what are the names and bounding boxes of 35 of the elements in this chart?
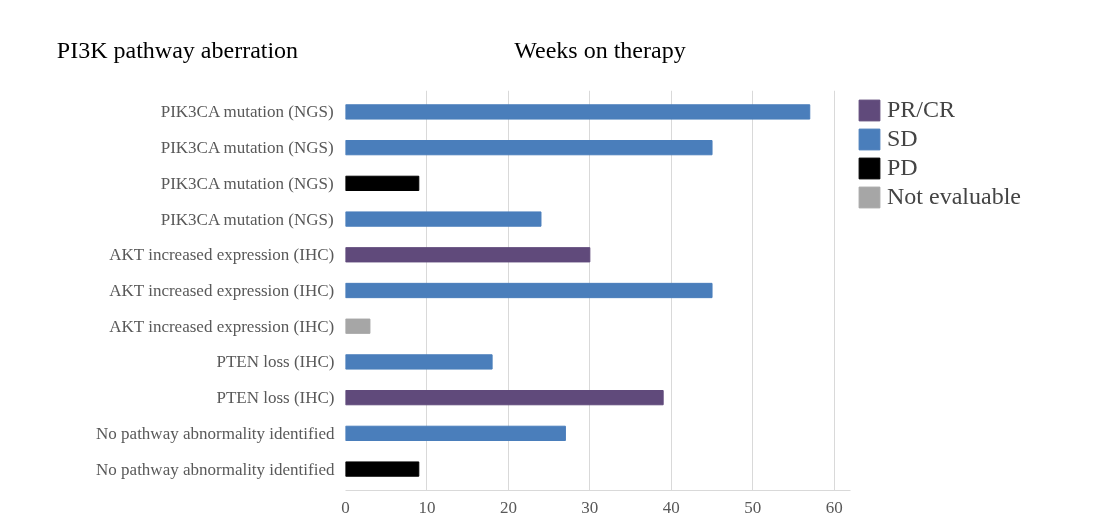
bar — [345, 140, 713, 156]
y-tick-label: AKT increased expression (IHC) — [109, 316, 335, 336]
legend-label: PR/CR — [887, 96, 956, 123]
x-tick-label: 50 — [744, 497, 762, 517]
y-tick-label: No pathway abnormality identified — [96, 423, 335, 443]
x-tick-label: 60 — [825, 497, 843, 517]
y-tick-label: AKT increased expression (IHC) — [109, 281, 335, 300]
x-tick-label: 40 — [662, 497, 680, 517]
bar — [345, 104, 811, 120]
y-tick-label: PIK3CA mutation (NGS) — [160, 173, 334, 193]
y-tick-label: No pathway abnormality identified — [96, 459, 335, 479]
bar — [345, 175, 420, 191]
bar — [345, 282, 713, 299]
y-axis-title: PI3K pathway aberration — [56, 36, 299, 65]
bar — [345, 425, 566, 441]
legend-label: Not evaluable — [887, 183, 1021, 210]
legend-label: PD — [887, 154, 918, 181]
bar — [345, 390, 664, 406]
chart-title: Weeks on therapy — [514, 36, 686, 65]
y-tick-label: PTEN loss (IHC) — [216, 388, 335, 408]
y-tick-label: PIK3CA mutation (NGS) — [160, 209, 334, 229]
x-tick-label: 10 — [418, 497, 436, 517]
y-tick-label: PIK3CA mutation (NGS) — [160, 138, 334, 158]
x-tick-label: 0 — [341, 497, 350, 517]
bar — [345, 247, 591, 263]
y-tick-label: PIK3CA mutation (NGS) — [160, 102, 334, 122]
x-tick-label: 30 — [581, 497, 599, 517]
bar — [345, 211, 542, 227]
y-tick-label: AKT increased expression (IHC) — [109, 245, 335, 265]
bar — [345, 354, 493, 370]
x-tick-label: 20 — [499, 497, 517, 517]
y-tick-label: PTEN loss (IHC) — [216, 352, 335, 372]
bar — [345, 318, 371, 334]
bar — [345, 461, 420, 477]
legend-label: SD — [887, 125, 918, 152]
